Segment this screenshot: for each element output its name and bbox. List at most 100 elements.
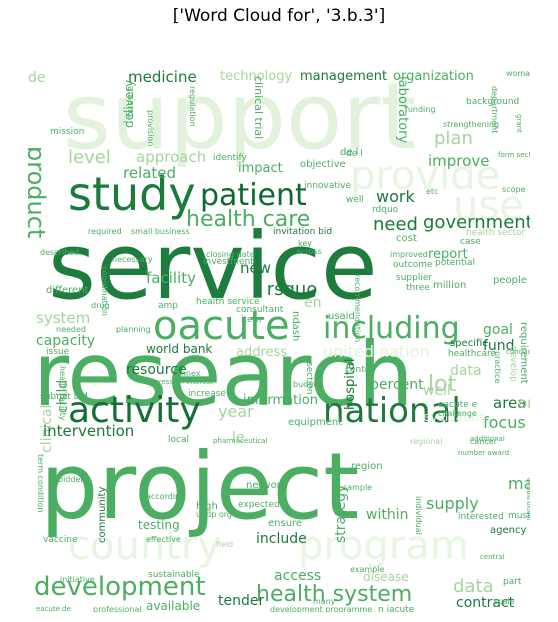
cloud-word: objective xyxy=(300,159,346,170)
cloud-word: including xyxy=(323,311,460,346)
cloud-word: three xyxy=(406,283,430,293)
cloud-word: number award xyxy=(458,449,510,457)
cloud-word: national xyxy=(323,391,461,431)
cloud-word: ensure xyxy=(268,518,303,529)
cloud-word: rdquo xyxy=(372,205,399,215)
cloud-word: facility xyxy=(146,269,196,287)
cloud-word: item xyxy=(241,315,262,325)
cloud-word: field xyxy=(216,540,234,549)
cloud-word: health service xyxy=(196,297,260,307)
cloud-word: challenge xyxy=(438,409,477,418)
cloud-word: within xyxy=(366,507,409,523)
cloud-word: funding xyxy=(405,105,436,114)
cloud-word: expression interest xyxy=(146,378,213,386)
cloud-word: usaid xyxy=(328,311,355,322)
cloud-word: cancer xyxy=(470,437,497,446)
cloud-word: sample xyxy=(343,483,373,492)
cloud-word: community xyxy=(97,486,108,543)
cloud-word: en xyxy=(304,295,322,311)
cloud-word: system xyxy=(36,309,91,327)
cloud-word: well xyxy=(423,383,451,399)
cloud-word: improve xyxy=(428,152,490,170)
cloud-word: healthcare xyxy=(448,349,496,359)
cloud-word: world bank xyxy=(146,342,213,356)
cloud-word: n iacute xyxy=(378,605,415,613)
cloud-word: small business xyxy=(131,227,190,236)
cloud-word: drug xyxy=(91,301,110,310)
cloud-word: million xyxy=(433,280,467,291)
cloud-word: expected xyxy=(238,500,280,510)
cloud-word: research xyxy=(33,323,414,426)
cloud-word: many xyxy=(313,597,336,606)
cloud-word: eligible bidder xyxy=(525,478,530,521)
cloud-word: planning xyxy=(116,325,151,334)
cloud-word: across xyxy=(296,247,322,256)
cloud-word: testing xyxy=(138,518,180,532)
cloud-word: strengthening xyxy=(443,120,500,129)
cloud-word: new xyxy=(240,259,272,277)
cloud-word: resource xyxy=(126,362,187,378)
cloud-word: goal xyxy=(483,322,513,338)
cloud-word: vaccine xyxy=(43,535,78,545)
cloud-word: regulation xyxy=(188,86,197,127)
cloud-word: approach xyxy=(136,148,207,166)
cloud-word: patient xyxy=(200,178,307,213)
cloud-word: case xyxy=(460,237,481,247)
cloud-word: professional xyxy=(93,605,142,613)
cloud-word: medicine xyxy=(128,68,197,86)
cloud-word: pharmaceutical xyxy=(213,437,268,445)
cloud-word: cost xyxy=(396,233,417,244)
cloud-word: recommendation xyxy=(353,274,362,343)
cloud-word: consultant xyxy=(236,305,284,315)
cloud-word: effective xyxy=(146,535,181,544)
cloud-word: individual xyxy=(414,496,423,535)
cloud-word: issue xyxy=(46,347,70,357)
cloud-word: disease xyxy=(363,570,409,584)
cloud-word: must xyxy=(508,511,530,521)
cloud-word: woman xyxy=(506,69,530,78)
cloud-word: ndash xyxy=(290,311,301,342)
cloud-word: percent xyxy=(370,377,424,393)
cloud-word: interested xyxy=(458,512,504,522)
cloud-word: evaluation xyxy=(423,410,487,424)
cloud-word: required xyxy=(88,227,122,236)
cloud-word: government xyxy=(423,212,530,233)
cloud-word: support xyxy=(63,66,417,170)
cloud-word: form section xyxy=(498,151,530,159)
cloud-word: project xyxy=(40,433,360,540)
cloud-word: bidder xyxy=(58,475,84,484)
cloud-word: available xyxy=(146,599,201,612)
cloud-word: specific xyxy=(450,338,488,349)
cloud-word: level xyxy=(68,147,111,168)
cloud-word: health care xyxy=(186,207,311,232)
cloud-word: strategy xyxy=(333,484,349,544)
cloud-word: provision xyxy=(146,110,155,147)
chart-title: ['Word Cloud for', '3.b.3'] xyxy=(172,6,386,26)
cloud-word: identify xyxy=(213,153,247,163)
cloud-word: center xyxy=(345,365,374,375)
cloud-word: equipment xyxy=(288,417,343,428)
cloud-word: use xyxy=(453,183,524,229)
cloud-word: according xyxy=(146,492,186,501)
cloud-word: country xyxy=(68,523,221,569)
cloud-word: initiative xyxy=(60,575,95,584)
cloud-word: potential xyxy=(435,258,476,268)
cloud-word: need xyxy=(373,214,418,235)
cloud-word: mission xyxy=(50,127,85,137)
cloud-word: invitation bid xyxy=(273,227,333,237)
cloud-word: closing date xyxy=(206,250,255,259)
cloud-word: outcome xyxy=(393,260,433,270)
cloud-word: local xyxy=(168,435,189,445)
word-cloud: support service research project study patien… xyxy=(28,66,530,613)
cloud-word: plan xyxy=(434,128,473,149)
cloud-word: background xyxy=(466,97,520,107)
cloud-word: investment xyxy=(203,257,254,267)
cloud-word: united nation xyxy=(323,342,430,361)
cloud-word: address xyxy=(236,345,288,360)
cloud-word: work xyxy=(376,187,415,206)
cloud-word: among xyxy=(125,86,135,118)
cloud-word: data xyxy=(453,576,494,597)
cloud-word: include xyxy=(256,531,307,547)
cloud-word: intervention xyxy=(43,422,135,440)
cloud-word: etc xyxy=(426,187,439,196)
